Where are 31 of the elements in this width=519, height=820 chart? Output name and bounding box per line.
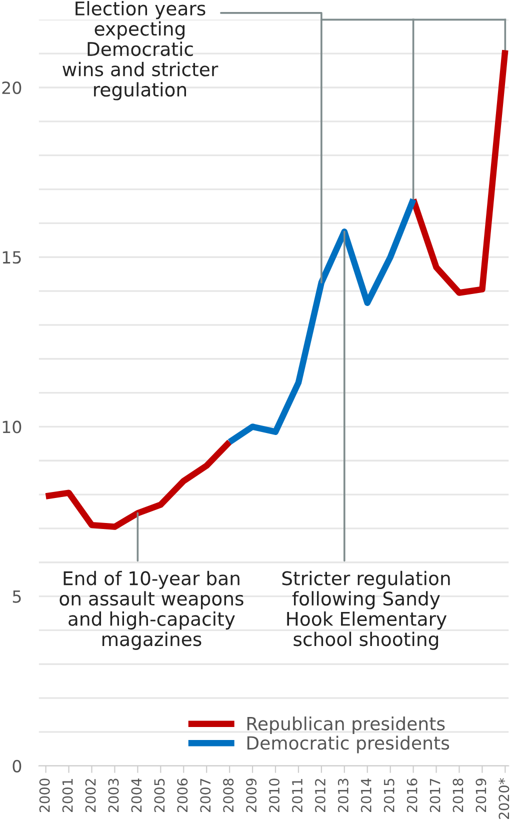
y-tick-label: 15 (2, 251, 21, 264)
annotation: End of 10-year ban on assault weapons and high-capacity magazines (60, 570, 244, 650)
y-tick-label: 5 (12, 590, 21, 603)
legend-label: Republican presidents (247, 716, 445, 734)
x-tick-label: 2006 (177, 778, 188, 812)
x-tick-label: 2019 (476, 778, 486, 812)
x-tick-label: 2013 (338, 778, 348, 812)
y-tick-label: 10 (2, 420, 22, 434)
x-tick-label: 2017 (430, 778, 440, 812)
x-tick-label: 2008 (223, 778, 234, 812)
x-tick-label: 2000 (39, 778, 50, 812)
x-tick-label: 2015 (384, 778, 394, 812)
x-tick-label: 2018 (452, 778, 464, 812)
x-tick-label: 2011 (292, 778, 302, 812)
x-tick-label: 2005 (154, 778, 165, 812)
x-tick-label: 2004 (131, 778, 142, 812)
x-tick-label: 2003 (108, 778, 119, 812)
x-tick-label: 2002 (85, 779, 96, 812)
x-tick-label: 2010 (269, 778, 280, 812)
annotation: Stricter regulation following Sandy Hook Elementary school shooting (282, 570, 450, 650)
annotation: Election years expecting Democratic wins and stricter regulation (62, 1, 218, 100)
y-tick-label: 20 (2, 81, 22, 94)
x-tick-label: 2009 (246, 778, 257, 812)
legend-label: Democratic presidents (247, 736, 450, 754)
x-tick-label: 2001 (62, 778, 73, 812)
x-tick-label: 2012 (314, 779, 326, 812)
x-tick-label: 2020* (498, 778, 510, 819)
x-tick-label: 2007 (200, 778, 211, 812)
y-tick-label: 0 (12, 760, 22, 772)
x-tick-label: 2014 (360, 778, 372, 812)
x-tick-label: 2016 (406, 778, 418, 812)
